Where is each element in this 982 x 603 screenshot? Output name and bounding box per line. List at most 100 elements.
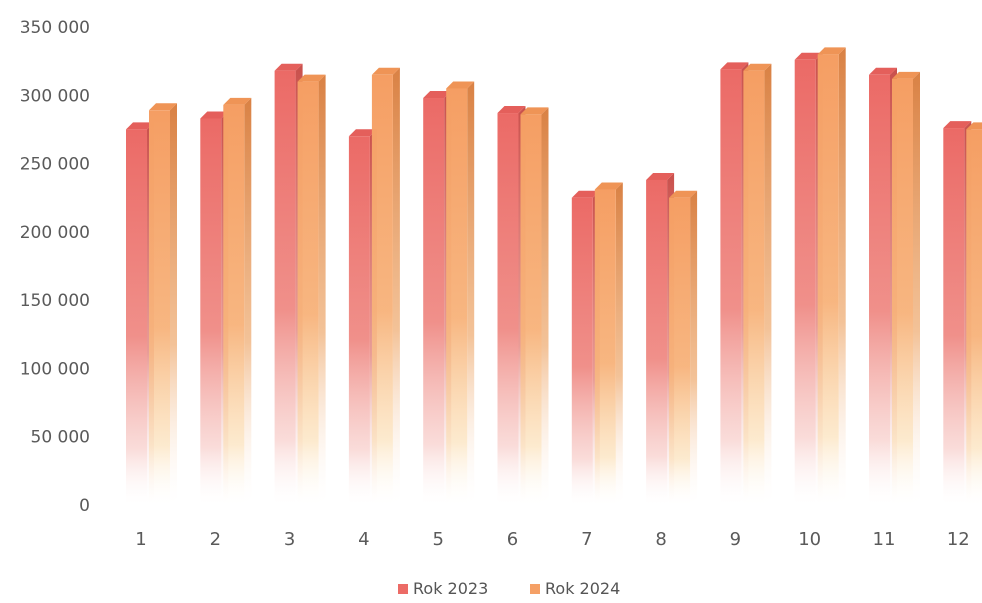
bar-side xyxy=(318,74,326,505)
bar-front xyxy=(297,81,319,505)
x-tick-label: 11 xyxy=(873,529,896,550)
bar-top xyxy=(571,190,600,198)
bar-side xyxy=(244,97,252,506)
bar-top xyxy=(720,62,749,70)
legend-swatch xyxy=(398,584,408,594)
x-tick-label: 3 xyxy=(284,529,295,550)
bar-top xyxy=(743,63,772,71)
bar-side xyxy=(838,47,846,506)
bar-top xyxy=(943,121,972,129)
bar-front xyxy=(497,113,519,505)
bar-front xyxy=(966,129,982,505)
legend-swatch xyxy=(530,584,540,594)
bar-2024-5 xyxy=(446,81,475,505)
bar-top xyxy=(126,122,154,130)
bar-top xyxy=(669,190,698,198)
bar-front xyxy=(371,74,393,506)
bar-top xyxy=(594,182,623,190)
legend-label: Rok 2024 xyxy=(545,579,620,598)
bar-top xyxy=(966,122,982,130)
bar-front xyxy=(594,189,616,505)
x-axis: 1 2 3 4 5 6 7 8 9 10 11 12 xyxy=(135,529,969,550)
legend-item-2023: Rok 2023 xyxy=(398,579,488,598)
bar-2024-3 xyxy=(297,74,326,505)
bar-top xyxy=(149,103,177,111)
bar-2024-11 xyxy=(892,71,920,505)
bar-front xyxy=(892,78,913,505)
x-tick-label: 2 xyxy=(210,529,221,550)
x-tick-label: 7 xyxy=(581,529,592,550)
bar-2024-10 xyxy=(817,47,846,506)
bar-front xyxy=(794,59,816,506)
x-tick-label: 1 xyxy=(135,529,146,550)
bar-2024-7 xyxy=(594,182,623,505)
y-tick-label: 150 000 xyxy=(20,291,90,311)
legend-item-2024: Rok 2024 xyxy=(530,579,620,598)
bar-side xyxy=(913,71,920,505)
bar-front xyxy=(149,110,170,506)
bar-front xyxy=(520,114,542,506)
bar-top xyxy=(869,67,897,75)
bar-top xyxy=(446,81,475,89)
bar-2024-12 xyxy=(966,122,982,505)
x-tick-label: 10 xyxy=(798,529,821,550)
bar-top xyxy=(497,106,526,114)
bar-front xyxy=(869,74,890,506)
bar-front xyxy=(126,129,147,505)
bar-top xyxy=(297,74,326,82)
y-axis: 0 50 000 100 000 150 000 200 000 250 000 300 0… xyxy=(20,18,90,516)
bar-side xyxy=(467,81,475,505)
bar-front xyxy=(817,54,839,506)
bar-front xyxy=(200,118,222,505)
x-tick-label: 9 xyxy=(730,529,741,550)
bar-top xyxy=(223,97,252,105)
bar-2024-9 xyxy=(743,63,772,506)
bar-side xyxy=(615,182,623,505)
bar-top xyxy=(423,91,452,99)
bars xyxy=(126,47,982,506)
bar-side xyxy=(541,107,549,506)
legend: Rok 2023 Rok 2024 xyxy=(398,579,620,598)
y-tick-label: 0 xyxy=(79,496,90,516)
legend-label: Rok 2023 xyxy=(413,579,488,598)
bar-front xyxy=(669,197,691,505)
bar-top xyxy=(892,71,920,79)
bar-side xyxy=(170,103,177,506)
bar-top xyxy=(817,47,846,55)
bar-front xyxy=(720,69,742,505)
bar-top xyxy=(371,67,400,75)
y-tick-label: 50 000 xyxy=(31,428,90,448)
x-tick-label: 12 xyxy=(947,529,970,550)
bar-top xyxy=(348,129,377,137)
y-tick-label: 100 000 xyxy=(20,359,90,379)
bar-side xyxy=(392,67,400,506)
bar-2024-8 xyxy=(669,190,698,505)
bar-2024-2 xyxy=(223,97,252,506)
y-tick-label: 300 000 xyxy=(20,86,90,106)
bar-top xyxy=(200,111,229,119)
bar-front xyxy=(348,136,370,505)
bar-front xyxy=(943,128,965,505)
bar-side xyxy=(690,190,698,505)
bar-top xyxy=(646,172,675,180)
bar-front xyxy=(646,179,668,505)
bar-side xyxy=(764,63,772,506)
bar-top xyxy=(520,107,549,115)
bar-front xyxy=(274,70,296,506)
x-tick-label: 4 xyxy=(358,529,369,550)
bar-top xyxy=(274,63,303,71)
x-tick-label: 5 xyxy=(432,529,443,550)
bar-front xyxy=(423,98,445,505)
bar-front xyxy=(223,104,245,506)
y-tick-label: 250 000 xyxy=(20,155,90,175)
bar-top xyxy=(794,52,823,60)
bar-2024-6 xyxy=(520,107,549,506)
y-tick-label: 200 000 xyxy=(20,223,90,243)
bar-2024-4 xyxy=(371,67,400,506)
bar-2024-1 xyxy=(149,103,177,506)
x-tick-label: 8 xyxy=(655,529,666,550)
bar-front xyxy=(571,197,593,505)
bar-front xyxy=(743,70,765,506)
x-tick-label: 6 xyxy=(507,529,518,550)
